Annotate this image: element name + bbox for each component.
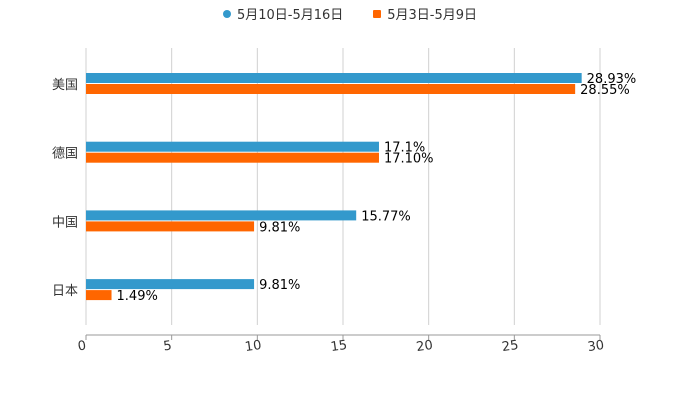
y-tick-label: 德国 (52, 147, 78, 162)
data-label: 17.1% (384, 141, 425, 156)
x-tick-label: 15 (330, 338, 348, 355)
legend-item-series-2[interactable]: 5月3日-5月9日 (373, 4, 477, 23)
data-label: 28.93% (587, 72, 637, 87)
bar-2 (86, 84, 576, 94)
x-tick-label: 10 (244, 338, 262, 355)
x-tick-label: 20 (415, 338, 433, 355)
data-label: 28.55% (580, 83, 630, 98)
data-label: 17.10% (384, 152, 434, 167)
legend-marker-series-1 (222, 9, 231, 18)
bar-1 (86, 73, 582, 83)
y-tick-label: 日本 (52, 284, 78, 299)
x-tick-label: 25 (501, 338, 519, 355)
legend-item-series-1[interactable]: 5月10日-5月16日 (222, 4, 344, 23)
x-tick-label: 5 (162, 339, 172, 355)
legend: 5月10日-5月16日 5月3日-5月9日 (0, 4, 700, 23)
x-tick-label: 30 (587, 338, 605, 355)
bar-2 (86, 152, 379, 163)
data-label: 15.77% (361, 209, 411, 224)
bar-2 (86, 290, 112, 301)
bar-2 (86, 221, 255, 232)
legend-label-series-2: 5月3日-5月9日 (387, 8, 478, 23)
y-tick-label: 中国 (52, 215, 78, 230)
bar-1 (86, 210, 357, 221)
data-label: 1.49% (117, 289, 158, 304)
legend-label-series-1: 5月10日-5月16日 (236, 8, 344, 23)
bar-1 (86, 279, 255, 290)
legend-marker-series-2 (373, 9, 382, 18)
bar-1 (86, 141, 379, 152)
data-label: 9.81% (259, 278, 300, 293)
x-tick-label: 0 (77, 339, 87, 355)
y-tick-label: 美国 (52, 78, 78, 93)
data-label: 9.81% (259, 220, 300, 235)
